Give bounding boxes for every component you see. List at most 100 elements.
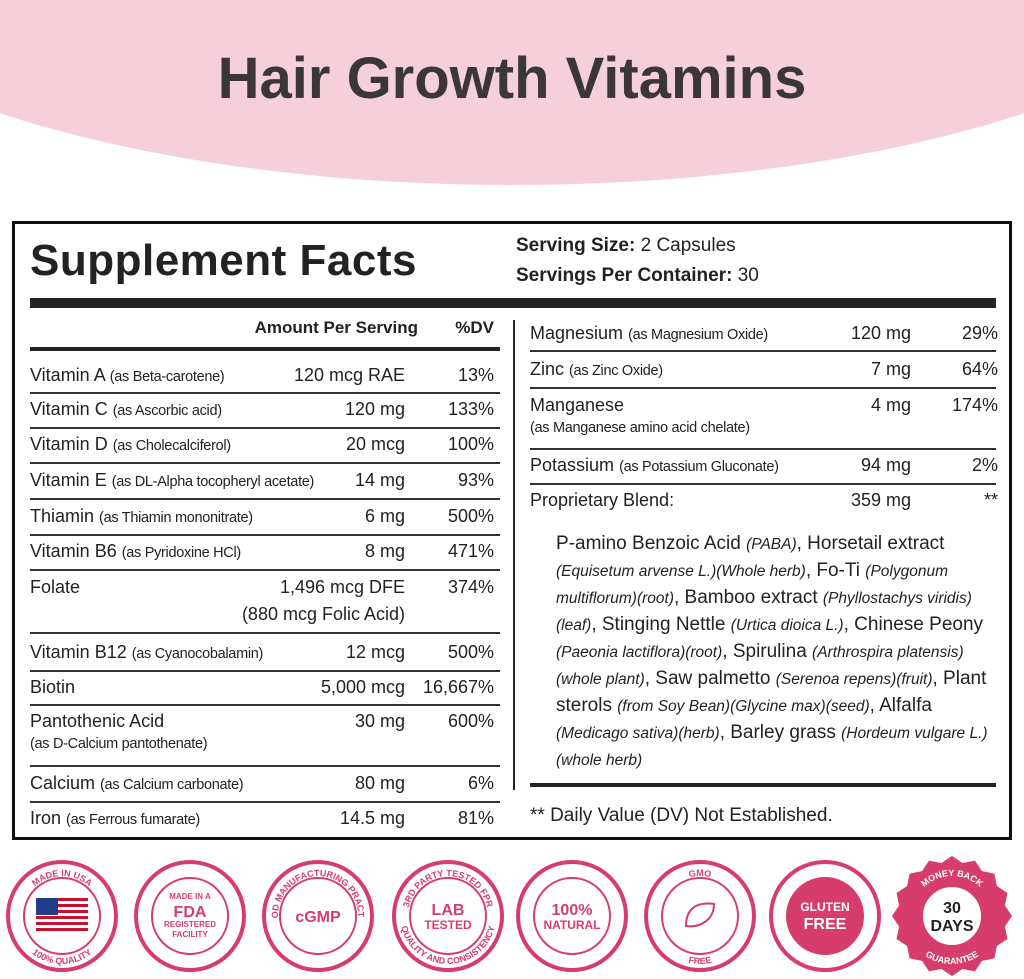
amount: 12 mcg [345,642,405,662]
servings: Servings Per Container: 30 [516,265,759,287]
flag-stripe [36,922,88,925]
serving-size: Serving Size: 2 Capsules [516,235,736,257]
row-rule [30,498,500,500]
row-rule [530,350,996,352]
qualifier: (as Manganese amino acid chelate) [530,420,750,436]
row-name: Iron (as Ferrous fumarate) [30,807,200,831]
blend-part: (Hordeum vulgare L.)(whole herb) [556,725,988,769]
badge-top: GMO [688,868,712,879]
badge-line: 30 [943,900,961,917]
footnote: ** Daily Value (DV) Not Established. [530,805,833,826]
badge-line: FACILITY [172,930,208,939]
flag-canton [36,898,58,915]
row-rule [30,392,500,394]
badge-line: FREE [804,916,847,933]
blend-part: (Arthrospira platensis)(whole plant) [556,644,964,688]
badge-line: MADE IN A [169,892,211,901]
label: Serving Size: [516,235,636,256]
qualifier: (as Potassium Gluconate) [619,459,779,475]
flag-stripe [36,928,88,931]
row-rule [530,448,996,450]
badge-inner [533,877,611,955]
blend-part: (Polygonum multiflorum)(root) [556,563,949,607]
row-name: Pantothenic Acid [30,710,164,732]
qualifier: (as Zinc Oxide) [569,363,663,379]
blend-part: (PABA) [746,536,797,553]
row-name: Potassium (as Potassium Gluconate) [530,454,779,478]
value: 30 [737,265,759,286]
qualifier: (as Ferrous fumarate) [66,812,200,828]
dv: 471% [447,541,494,561]
blend-part: , Bamboo extract [673,587,823,608]
dv: 374% [447,577,494,597]
amount: 94 mg [860,455,911,475]
facts-box [12,221,1012,840]
badge-arc-text: GMO [688,868,712,879]
qualifier: (as DL-Alpha tocopheryl acetate) [111,474,315,490]
blend-part: (Urtica dioica L.) [730,617,844,634]
blend-part: , Saw palmetto [644,668,776,689]
badge-inner [786,877,864,955]
amount-header: Amount Per Serving [254,318,418,337]
amount-detail: (880 mcg Folic Acid) [241,604,405,624]
badge-inner [151,877,229,955]
flag-stripe [36,910,88,913]
blend-part: , Fo-Ti [805,560,866,581]
dv: 13% [457,365,494,385]
badge-arc-text: FREE [688,955,713,966]
amount: 120 mg [850,323,911,343]
blend-part: , Plant sterols [556,668,987,716]
page-title: Hair Growth Vitamins [218,46,807,111]
dv: 6% [467,773,494,793]
badge-line: REGISTERED [164,920,216,929]
row-rule [30,427,500,429]
nutrient: Magnesium [530,323,624,343]
dv: 133% [447,399,494,419]
badge-inner [279,877,357,955]
blend-part: (Equisetum arvense L.)(Whole herb) [556,563,806,580]
nutrient: Thiamin [30,506,95,526]
qualifier: (as Thiamin mononitrate) [99,510,253,526]
amount: 20 mcg [345,434,405,454]
dv: 16,667% [422,677,494,697]
dv: 93% [457,470,494,490]
header-bg: Hair Growth Vitamins [0,0,1024,185]
nutrient: Proprietary Blend: [530,490,675,510]
amount: 7 mg [870,359,911,379]
column-divider [513,320,515,790]
blend-part: , Stinging Nettle [591,614,731,635]
dv: 174% [951,395,998,415]
row-name: Vitamin A (as Beta-carotene) [30,364,225,388]
amount: 120 mcg RAE [293,365,405,385]
badge-line: FDA [174,904,207,921]
nutrient: Pantothenic Acid [30,711,165,731]
value: 2 Capsules [640,235,736,256]
nutrient: Vitamin B6 [30,541,117,561]
dv: 100% [447,434,494,454]
nutrient: Vitamin E [30,470,107,490]
flag-stripe [36,916,88,919]
blend-part: , Horsetail extract [796,533,945,554]
row-rule [30,670,500,672]
nutrient: Iron [30,808,62,828]
qualifier: (as Cyanocobalamin) [131,646,264,662]
row-rule [530,387,996,389]
blend-part: (Serenoa repens)(fruit) [775,671,933,688]
row-name: Vitamin D (as Cholecalciferol) [30,433,231,457]
dv: 29% [961,323,998,343]
qualifier: (as Ascorbic acid) [112,403,222,419]
row-rule [30,534,500,536]
badge-line: DAYS [931,918,974,935]
blend-part: (Medicago sativa)(herb) [556,725,720,742]
amount: 14 mg [354,470,405,490]
nutrient: Zinc [530,359,565,379]
nutrient: Folate [30,577,81,597]
nutrient: Vitamin B12 [30,642,127,662]
nutrient: Calcium [30,773,96,793]
amount: 6 mg [364,506,405,526]
badge-inner [409,877,487,955]
row-name: Biotin [30,676,75,698]
dv-header: %DV [455,318,494,337]
row-name: Vitamin E (as DL-Alpha tocopheryl acetat… [30,469,314,493]
blend-part: (Paeonia lactiflora)(root) [556,644,723,661]
